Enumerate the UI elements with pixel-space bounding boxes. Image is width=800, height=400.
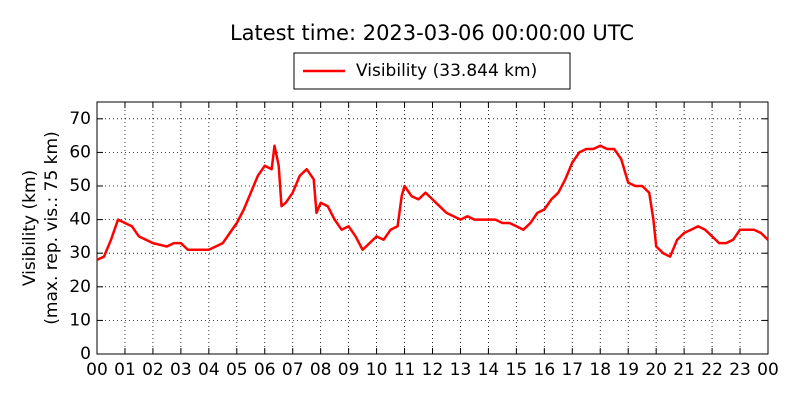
x-tick-label: 05 <box>226 360 248 380</box>
x-tick-label: 20 <box>645 360 667 380</box>
x-tick-label: 21 <box>673 360 695 380</box>
x-tick-label: 16 <box>534 360 556 380</box>
x-tick-label: 12 <box>422 360 444 380</box>
y-tick-label: 70 <box>69 109 91 129</box>
x-tick-label: 08 <box>310 360 332 380</box>
y-tick-label: 50 <box>69 176 91 196</box>
x-tick-label: 18 <box>589 360 611 380</box>
chart-title: Latest time: 2023-03-06 00:00:00 UTC <box>230 21 634 45</box>
x-tick-label: 22 <box>701 360 723 380</box>
y-tick-label: 30 <box>69 243 91 263</box>
y-axis-label: (max. rep. vis.: 75 km) <box>42 131 62 324</box>
x-tick-label: 07 <box>282 360 304 380</box>
x-tick-label: 06 <box>254 360 276 380</box>
x-tick-label: 01 <box>114 360 136 380</box>
y-tick-label: 0 <box>80 344 91 364</box>
x-tick-label: 19 <box>617 360 639 380</box>
x-tick-label: 23 <box>729 360 751 380</box>
x-tick-label: 15 <box>506 360 528 380</box>
x-tick-label: 00 <box>757 360 779 380</box>
x-tick-label: 02 <box>142 360 164 380</box>
x-tick-label: 10 <box>366 360 388 380</box>
plot-frame <box>96 101 769 355</box>
data-line <box>96 144 769 262</box>
x-tick-label: 13 <box>450 360 472 380</box>
x-tick-label: 09 <box>338 360 360 380</box>
x-tick-label: 00 <box>86 360 108 380</box>
x-tick-label: 11 <box>394 360 416 380</box>
x-tick-label: 03 <box>170 360 192 380</box>
x-tick-label: 14 <box>478 360 500 380</box>
x-tick-label: 17 <box>561 360 583 380</box>
legend-label: Visibility (33.844 km) <box>356 61 537 81</box>
y-tick-label: 40 <box>69 210 91 230</box>
y-tick-label: 20 <box>69 277 91 297</box>
x-tick-label: 04 <box>198 360 220 380</box>
y-tick-label: 10 <box>69 310 91 330</box>
y-axis-label: Visibility (km) <box>20 170 40 286</box>
y-tick-label: 60 <box>69 142 91 162</box>
